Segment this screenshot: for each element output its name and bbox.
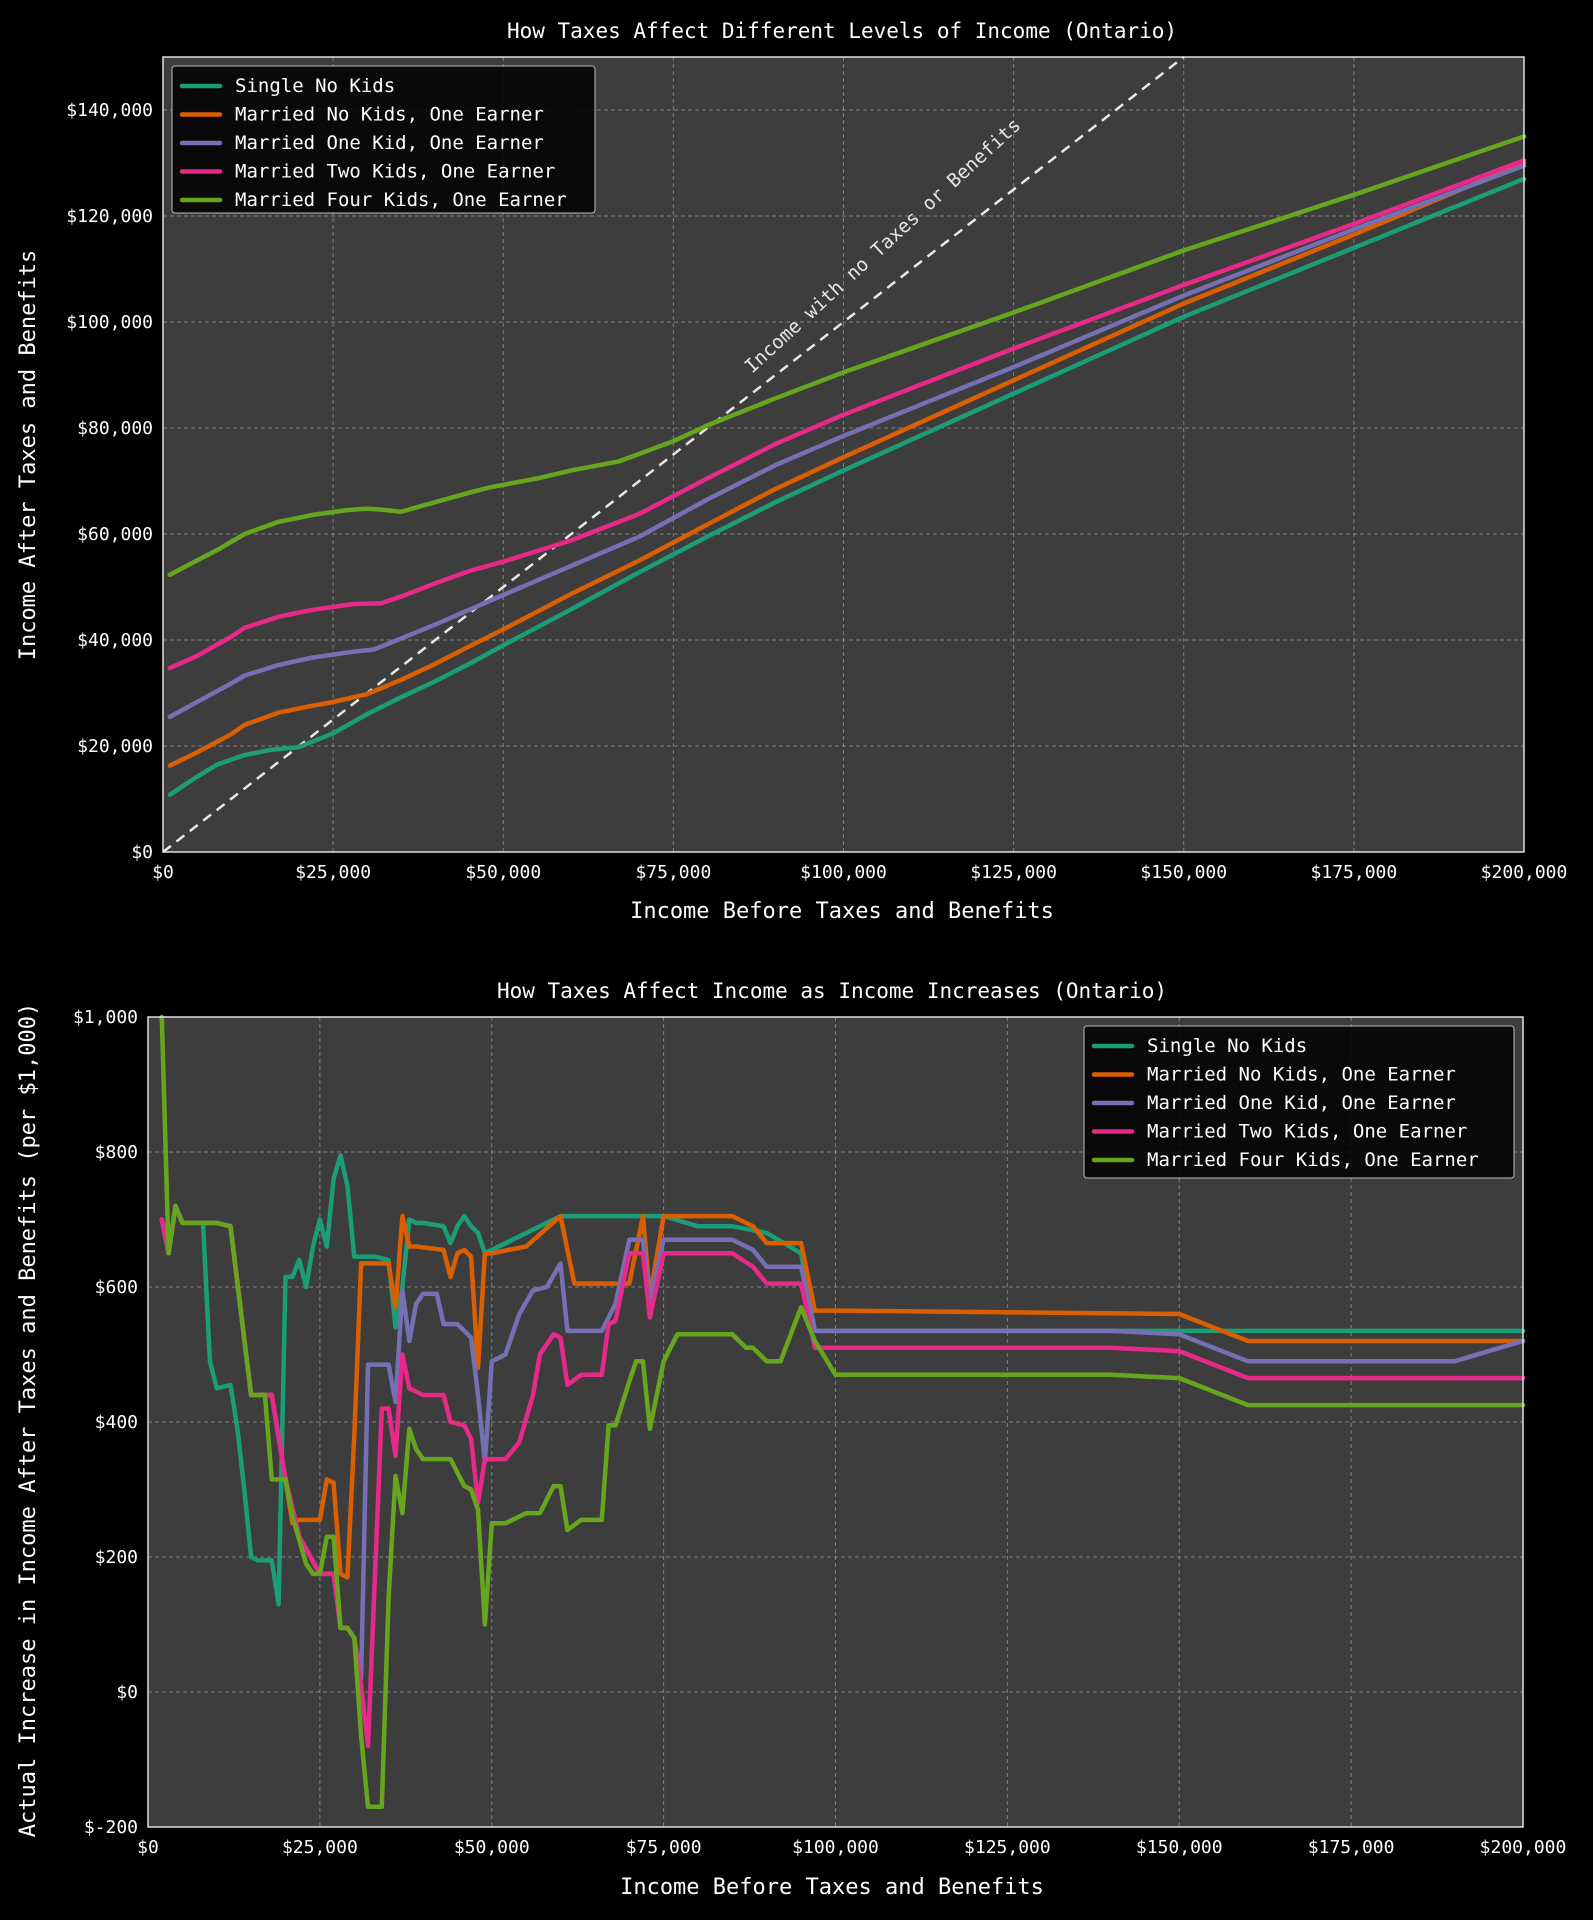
c1-y-tick-label: $120,000 (66, 206, 153, 227)
c1-y-tick-label: $140,000 (66, 100, 153, 121)
c1-x-tick-label: $125,000 (970, 862, 1057, 883)
chart-income-levels: How Taxes Affect Different Levels of Inc… (16, 19, 1567, 924)
c1-legend-box (171, 65, 596, 214)
chart1-title: How Taxes Affect Different Levels of Inc… (507, 19, 1177, 43)
c2-y-tick-label: $200 (95, 1547, 138, 1568)
c2-legend-label: Married No Kids, One Earner (1147, 1064, 1456, 1086)
chart1-y-axis-label: Income After Taxes and Benefits (16, 250, 41, 661)
c2-x-tick-label: $0 (137, 1837, 159, 1858)
chart2-frame (147, 1016, 1524, 1828)
c1-legend-label: Married One Kid, One Earner (235, 132, 544, 154)
c2-series-married-two-kids-one-earner (159, 1203, 1526, 1749)
c2-x-tick-label: $175,000 (1308, 1837, 1395, 1858)
chart2-y-tick-labels: $-200 $0 $200 $400 $600 $800 $1,000 (73, 1007, 138, 1838)
c1-y-tick-label: $100,000 (66, 312, 153, 333)
chart1-gridlines (163, 57, 1524, 852)
chart2-x-axis-label: Income Before Taxes and Benefits (620, 1875, 1044, 1900)
chart1-frame (162, 56, 1525, 853)
c2-x-tick-label: $25,000 (282, 1837, 358, 1858)
chart2-gridlines (148, 1017, 1523, 1827)
c1-series-married-no-kids-one-earner (167, 160, 1527, 768)
c1-x-tick-label: $25,000 (295, 862, 371, 883)
c1-y-tick-label: $60,000 (77, 524, 153, 545)
c1-series-married-two-kids-one-earner (167, 158, 1527, 671)
chart1-legend: Single No Kids Married No Kids, One Earne… (171, 65, 596, 214)
c1-legend-label: Single No Kids (235, 75, 395, 97)
c1-series-married-four-kids-one-earner (167, 134, 1527, 578)
c2-y-tick-label: $400 (95, 1412, 138, 1433)
c1-legend-label: Married Four Kids, One Earner (235, 189, 567, 211)
c1-y-tick-label: $40,000 (77, 630, 153, 651)
chart1-x-tick-labels: $0 $25,000 $50,000 $75,000 $100,000 $125,000 $… (152, 862, 1567, 883)
c2-legend-label: Single No Kids (1147, 1035, 1307, 1057)
chart1-y-tick-labels: $0 $20,000 $40,000 $60,000 $80,000 $100,000 $1… (66, 100, 153, 863)
c1-reference-dashed-line (162, 56, 1185, 853)
c2-series-married-four-kids-one-earner (159, 1014, 1526, 1810)
c2-x-tick-label: $75,000 (626, 1837, 702, 1858)
c1-y-tick-label: $20,000 (77, 736, 153, 757)
c2-series-single-no-kids (159, 1153, 1526, 1607)
chart2-title: How Taxes Affect Income as Income Increa… (497, 979, 1167, 1003)
c1-x-tick-label: $150,000 (1140, 862, 1227, 883)
c1-series-single-no-kids (167, 176, 1527, 798)
c2-legend-label: Married One Kid, One Earner (1147, 1092, 1456, 1114)
c1-x-tick-label: $100,000 (800, 862, 887, 883)
c2-x-tick-label: $150,000 (1136, 1837, 1223, 1858)
c1-x-tick-label: $0 (152, 862, 174, 883)
c1-y-tick-label: $80,000 (77, 418, 153, 439)
chart2-y-axis-label: Actual Increase in Income After Taxes an… (16, 1003, 41, 1837)
chart-income-increase: How Taxes Affect Income as Income Increa… (16, 979, 1566, 1900)
c2-x-tick-label: $125,000 (964, 1837, 1051, 1858)
chart1-reference-line (162, 56, 1185, 853)
c1-x-tick-label: $175,000 (1311, 862, 1398, 883)
c2-y-tick-label: $600 (95, 1277, 138, 1298)
c1-x-tick-label: $75,000 (635, 862, 711, 883)
c1-series-married-one-kid-one-earner (167, 163, 1527, 720)
chart1-x-axis-label: Income Before Taxes and Benefits (630, 899, 1054, 924)
chart2-legend: Single No Kids Married No Kids, One Earne… (1083, 1025, 1515, 1179)
c2-y-tick-label: $1,000 (73, 1007, 138, 1028)
c1-x-tick-label: $200,000 (1481, 862, 1568, 883)
c2-legend-label: Married Four Kids, One Earner (1147, 1149, 1479, 1171)
c2-x-tick-label: $100,000 (792, 1837, 879, 1858)
c1-legend-label: Married No Kids, One Earner (235, 104, 544, 126)
c1-x-tick-label: $50,000 (465, 862, 541, 883)
c1-legend-label: Married Two Kids, One Earner (235, 161, 555, 183)
chart2-series-lines (159, 1014, 1526, 1810)
c2-x-tick-label: $50,000 (454, 1837, 530, 1858)
c2-legend-box (1083, 1025, 1515, 1179)
chart1-series-lines (167, 134, 1527, 798)
c2-y-tick-label: $-200 (84, 1817, 138, 1838)
chart2-x-tick-labels: $0 $25,000 $50,000 $75,000 $100,000 $125,000 $… (137, 1837, 1566, 1858)
c2-y-tick-label: $0 (116, 1682, 138, 1703)
c1-y-tick-label: $0 (131, 842, 153, 863)
c2-y-tick-label: $800 (95, 1142, 138, 1163)
c2-legend-label: Married Two Kids, One Earner (1147, 1121, 1467, 1143)
c2-x-tick-label: $200,000 (1480, 1837, 1567, 1858)
